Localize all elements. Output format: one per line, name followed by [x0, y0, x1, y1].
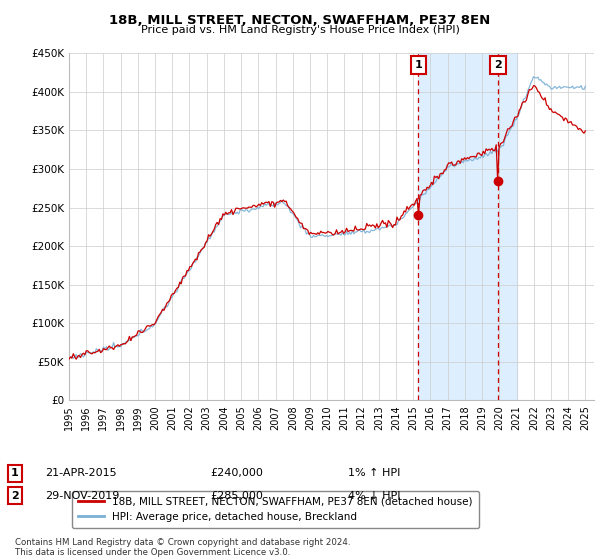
Text: Contains HM Land Registry data © Crown copyright and database right 2024.
This d: Contains HM Land Registry data © Crown c…: [15, 538, 350, 557]
Text: £240,000: £240,000: [210, 468, 263, 478]
Text: 18B, MILL STREET, NECTON, SWAFFHAM, PE37 8EN: 18B, MILL STREET, NECTON, SWAFFHAM, PE37…: [109, 14, 491, 27]
Text: 2: 2: [11, 491, 19, 501]
Text: 21-APR-2015: 21-APR-2015: [45, 468, 116, 478]
Text: 4% ↓ HPI: 4% ↓ HPI: [348, 491, 401, 501]
Text: 1: 1: [415, 60, 422, 70]
Legend: 18B, MILL STREET, NECTON, SWAFFHAM, PE37 8EN (detached house), HPI: Average pric: 18B, MILL STREET, NECTON, SWAFFHAM, PE37…: [71, 491, 479, 529]
Text: £285,000: £285,000: [210, 491, 263, 501]
Text: 1% ↑ HPI: 1% ↑ HPI: [348, 468, 400, 478]
Text: 1: 1: [11, 468, 19, 478]
Text: Price paid vs. HM Land Registry's House Price Index (HPI): Price paid vs. HM Land Registry's House …: [140, 25, 460, 35]
Bar: [418, 53, 517, 400]
Text: 29-NOV-2019: 29-NOV-2019: [45, 491, 119, 501]
Text: 2: 2: [494, 60, 502, 70]
